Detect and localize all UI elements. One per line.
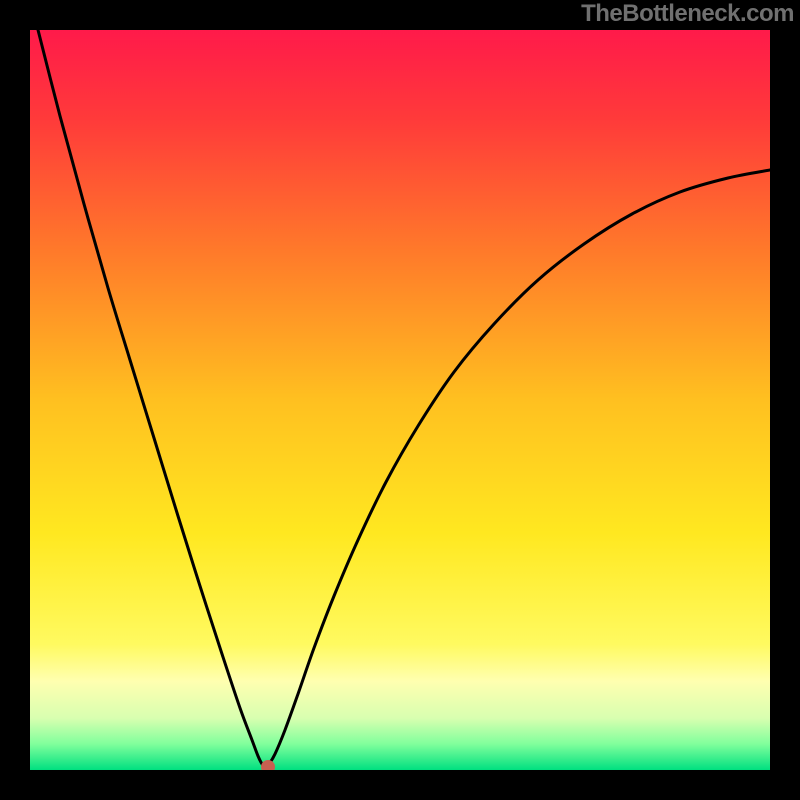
bottleneck-curve-chart [30,30,770,770]
chart-frame: TheBottleneck.com [0,0,800,800]
watermark-text: TheBottleneck.com [581,0,794,28]
chart-area [30,30,770,770]
